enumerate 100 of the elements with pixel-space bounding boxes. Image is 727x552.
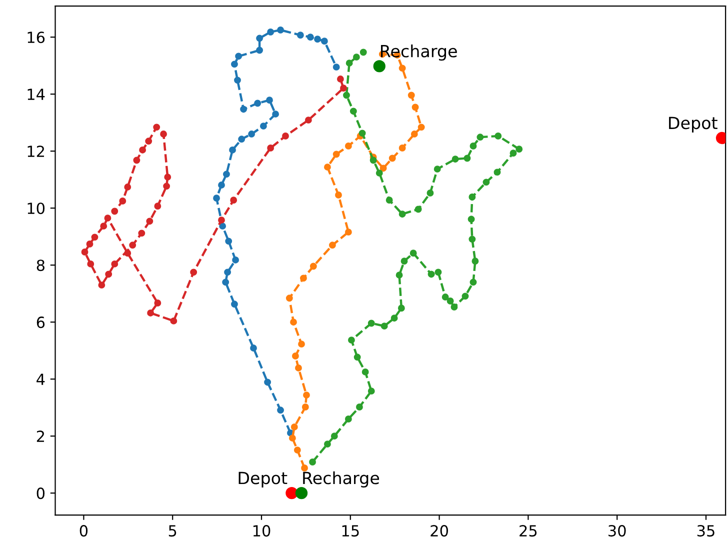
point — [482, 178, 490, 186]
point — [388, 154, 396, 162]
point — [286, 487, 298, 500]
x-tick-label: 5 — [168, 525, 176, 537]
x-tick-label: 35 — [697, 525, 714, 537]
point — [340, 84, 347, 92]
point — [124, 184, 132, 190]
point — [256, 46, 264, 54]
point — [256, 34, 264, 42]
point — [306, 34, 314, 41]
point — [470, 278, 477, 286]
point — [238, 136, 246, 143]
point — [332, 150, 340, 158]
y-tick-label: 6 — [36, 316, 45, 328]
point — [267, 28, 274, 36]
point — [516, 146, 523, 153]
point — [462, 292, 469, 300]
y-tick-label: 0 — [36, 488, 45, 500]
annotation: Recharge — [303, 471, 380, 488]
point — [138, 230, 146, 237]
point — [282, 132, 289, 140]
point — [343, 92, 350, 99]
point — [231, 60, 238, 68]
point — [354, 354, 361, 361]
point — [133, 156, 140, 164]
point — [414, 206, 422, 213]
point — [146, 218, 154, 225]
y-tick-label: 10 — [28, 202, 45, 214]
point — [248, 130, 256, 138]
point — [442, 294, 449, 300]
point — [348, 336, 355, 344]
point — [232, 256, 240, 264]
annotation: Depot — [238, 472, 288, 488]
point — [400, 258, 408, 265]
point — [119, 198, 126, 204]
point — [476, 134, 484, 141]
y-tick-label: 8 — [36, 260, 44, 272]
point — [370, 156, 377, 164]
point — [472, 258, 479, 265]
point — [87, 260, 94, 268]
point — [154, 300, 162, 306]
point — [298, 340, 305, 348]
point — [344, 142, 352, 150]
point — [396, 272, 403, 279]
point — [314, 36, 321, 43]
point — [356, 404, 363, 410]
point — [398, 64, 406, 72]
x-tick-label: 20 — [430, 525, 448, 537]
point — [408, 92, 415, 99]
point — [335, 192, 342, 198]
point — [304, 116, 312, 124]
point — [234, 76, 241, 84]
point — [272, 110, 280, 118]
point — [412, 104, 419, 111]
point — [81, 248, 88, 256]
point — [352, 54, 360, 61]
point — [277, 26, 284, 34]
point — [350, 108, 357, 115]
point — [410, 250, 417, 257]
point — [266, 96, 273, 104]
x-tick-label: 30 — [608, 525, 626, 537]
point — [309, 458, 316, 466]
y-tick-label: 14 — [28, 88, 45, 100]
point — [100, 222, 108, 230]
point — [290, 318, 297, 326]
point — [332, 64, 340, 71]
point — [303, 392, 310, 399]
annotation: Recharge — [381, 44, 457, 61]
point — [398, 210, 406, 218]
point — [344, 228, 352, 236]
point — [294, 446, 301, 454]
point — [111, 208, 118, 215]
point — [218, 182, 225, 188]
point — [358, 130, 366, 137]
point — [105, 270, 112, 278]
point — [368, 388, 375, 395]
point — [111, 260, 118, 268]
point — [398, 304, 405, 312]
point — [360, 48, 367, 56]
annotation: Depot — [669, 116, 718, 132]
point — [153, 124, 160, 131]
point — [320, 38, 328, 45]
point — [410, 130, 418, 138]
x-tick-label: 0 — [80, 525, 88, 537]
point — [494, 168, 501, 176]
point — [91, 234, 98, 241]
point — [450, 304, 458, 310]
point — [288, 434, 296, 442]
point — [235, 52, 242, 60]
point — [301, 464, 308, 472]
point — [716, 132, 726, 144]
point — [190, 268, 198, 276]
point — [386, 196, 393, 204]
point — [254, 100, 262, 107]
point — [494, 132, 502, 140]
y-tick-label: 4 — [36, 374, 45, 385]
point — [219, 222, 226, 230]
point — [277, 406, 284, 414]
point — [368, 320, 375, 327]
point — [229, 146, 236, 154]
